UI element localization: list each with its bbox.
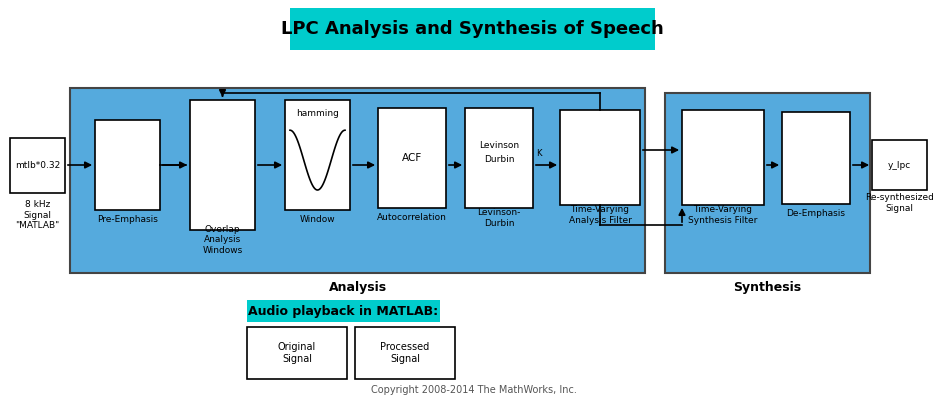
- Text: Autocorrelation: Autocorrelation: [377, 213, 447, 223]
- Text: ACF: ACF: [402, 153, 422, 163]
- Bar: [665, 93, 870, 273]
- Bar: [378, 108, 446, 208]
- Text: mtlb*0.32: mtlb*0.32: [15, 161, 60, 170]
- Text: Copyright 2008-2014 The MathWorks, Inc.: Copyright 2008-2014 The MathWorks, Inc.: [370, 385, 577, 395]
- Text: 8 kHz
Signal
"MATLAB": 8 kHz Signal "MATLAB": [15, 200, 60, 230]
- Text: Processed
Signal: Processed Signal: [381, 342, 430, 364]
- Text: Overlap
Analysis
Windows: Overlap Analysis Windows: [203, 225, 242, 255]
- Text: Original
Signal: Original Signal: [277, 342, 316, 364]
- Text: Audio playback in MATLAB:: Audio playback in MATLAB:: [248, 305, 438, 318]
- Text: LPC Analysis and Synthesis of Speech: LPC Analysis and Synthesis of Speech: [281, 20, 664, 38]
- Bar: [70, 88, 645, 273]
- Text: De-Emphasis: De-Emphasis: [787, 209, 846, 219]
- Text: Re-synthesized
Signal: Re-synthesized Signal: [865, 193, 934, 213]
- Text: Levinson: Levinson: [479, 141, 519, 150]
- Text: Window: Window: [299, 215, 335, 225]
- Bar: [190, 100, 255, 230]
- Text: Analysis: Analysis: [329, 280, 386, 293]
- Text: Durbin: Durbin: [484, 156, 514, 164]
- Bar: [355, 327, 455, 379]
- Text: Levinson-
Durbin: Levinson- Durbin: [477, 208, 521, 228]
- Bar: [247, 300, 440, 322]
- Bar: [10, 138, 65, 193]
- Bar: [95, 120, 160, 210]
- Text: Time-Varying
Analysis Filter: Time-Varying Analysis Filter: [568, 205, 632, 225]
- Bar: [247, 327, 347, 379]
- Bar: [465, 108, 533, 208]
- Bar: [290, 8, 655, 50]
- Bar: [782, 112, 850, 204]
- Text: Time-Varying
Synthesis Filter: Time-Varying Synthesis Filter: [688, 205, 758, 225]
- Text: hamming: hamming: [296, 110, 339, 118]
- Text: Pre-Emphasis: Pre-Emphasis: [97, 215, 158, 225]
- Bar: [682, 110, 764, 205]
- Text: K: K: [536, 148, 542, 158]
- Bar: [285, 100, 350, 210]
- Bar: [560, 110, 640, 205]
- Text: Synthesis: Synthesis: [733, 280, 801, 293]
- Bar: [872, 140, 927, 190]
- Text: y_lpc: y_lpc: [888, 160, 911, 169]
